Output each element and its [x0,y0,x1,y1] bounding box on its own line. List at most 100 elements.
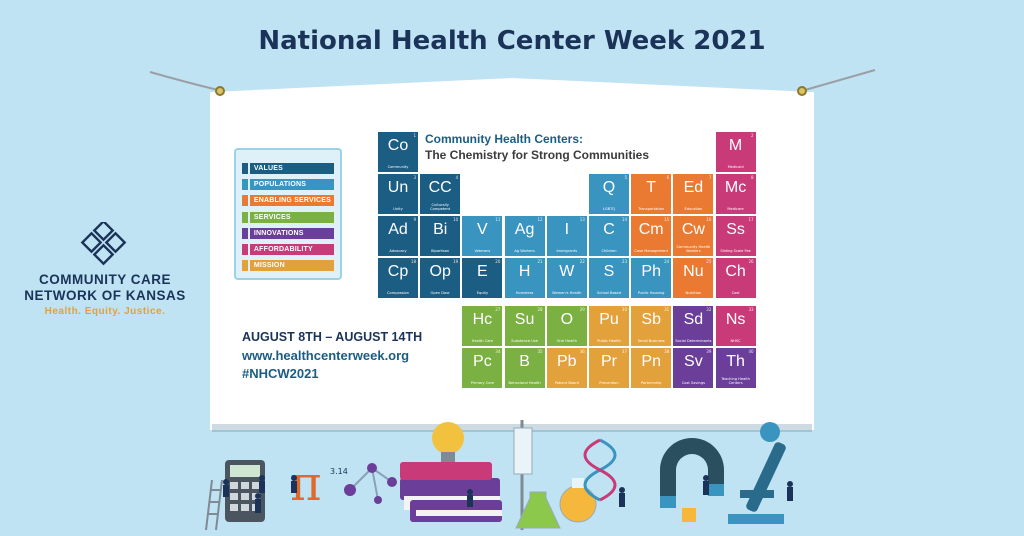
element-tile: 23 S School Based [589,258,629,298]
event-dates: AUGUST 8TH – AUGUST 14TH [242,330,423,344]
element-tile: 17 Ss Sliding Scale Fee [715,216,756,256]
element-number: 34 [495,349,501,355]
molecule-icon [344,463,397,504]
element-number: 15 [664,217,670,222]
element-symbol: Pn [641,353,661,371]
element-name: Partnership [640,381,662,386]
element-name: Advocacy [389,249,407,253]
legend-item: INNOVATIONS [242,225,334,241]
element-name: Unity [393,207,403,211]
element-tile: 35 B Behavioral Health [504,348,545,389]
element-name: Prevention [599,381,619,386]
element-name: Transportation [638,207,665,211]
element-number: 18 [410,259,416,264]
element-name: Veterans [474,249,491,253]
legend-label: VALUES [249,162,334,174]
legend-swatch [242,244,248,256]
element-symbol: V [477,221,488,238]
element-name: Oral Health [556,339,578,344]
legend-swatch [242,162,248,174]
element-symbol: Pr [601,353,617,371]
element-number: 33 [748,307,754,313]
legend-label: SERVICES [249,211,334,223]
element-number: 6 [666,175,670,180]
element-name: Bipartisan [431,249,450,253]
element-name: Sliding Scale Fee [720,249,751,253]
element-number: 24 [664,259,670,264]
element-number: 38 [664,349,670,355]
element-symbol: B [519,353,530,371]
element-tile: 34 Pc Primary Care [462,348,503,389]
table-title: Community Health Centers: [425,132,584,146]
element-number: 30 [621,307,627,313]
element-number: 14 [621,217,627,222]
element-name: School Based [596,291,622,295]
element-symbol: Nu [683,263,704,280]
element-name: Education [684,207,703,211]
element-name: Public Health [597,339,621,344]
element-symbol: T [646,179,657,196]
legend-item: POPULATIONS [242,176,334,192]
element-number: 16 [706,217,712,222]
legend-swatch [242,195,248,207]
element-symbol: Ed [683,179,704,196]
element-name: Nutrition [685,291,702,295]
element-tile: 31 Sb Small Business [631,306,672,347]
logo-name-line1: COMMUNITY CARE [38,272,171,287]
element-name: Cost [731,291,740,295]
element-tile: 5 Q LGBTQ [589,174,629,214]
element-symbol: Sv [684,353,703,371]
legend-swatch [242,260,248,272]
legend-swatch [242,211,248,223]
element-tile: 20 E Equity [462,258,503,298]
element-number: 32 [706,307,712,313]
element-tile: 13 I Immigrants [546,216,587,256]
element-tile: 18 Cp Compassion [378,258,418,298]
element-number: 9 [413,217,416,222]
event-url[interactable]: www.healthcenterweek.org [242,348,410,363]
element-symbol: CC [428,179,452,196]
element-symbol: Bi [433,221,448,238]
element-name: Cost Savings [681,381,705,386]
element-name: Primary Care [470,381,495,386]
element-name: Small Business [637,339,665,344]
element-symbol: Ph [641,263,661,280]
element-tile: 7 Ed Education [673,174,714,214]
element-tile: 15 Cm Case Management [631,216,672,256]
main-title: National Health Center Week 2021 [258,26,766,56]
legend-swatch [242,178,248,190]
element-number: 25 [706,259,712,264]
element-symbol: Co [387,137,409,154]
element-tile: 22 W Women's Health [546,258,587,298]
element-name: LGBTQ [602,207,616,211]
element-symbol: Th [726,353,745,371]
element-symbol: H [518,263,531,280]
element-symbol: Ad [388,221,408,238]
element-number: 2 [751,133,754,138]
element-tile: 24 Ph Public Housing [631,258,672,298]
element-number: 39 [706,349,712,355]
element-symbol: Cw [681,221,705,238]
element-tile: 6 T Transportation [631,174,672,214]
element-number: 28 [537,307,543,313]
element-number: 13 [579,217,585,222]
banner-grommet-right [797,86,807,96]
element-name: NHSC [730,339,741,344]
pi-value: 3.14 [330,467,348,476]
element-number: 31 [664,307,670,313]
element-name: Medicare [727,207,744,211]
element-tile: 26 Ch Cost [715,258,756,298]
element-tile: 28 Su Substance Use [504,306,545,347]
element-tile: 25 Nu Nutrition [673,258,714,298]
element-name: Community [387,165,409,169]
element-number: 19 [453,259,459,264]
light-bulb-icon [432,422,464,462]
element-symbol: Cm [638,221,664,238]
element-tile: 27 Hc Health Care [462,306,503,347]
element-name: Equity [476,291,489,295]
element-symbol: Pb [557,353,577,371]
element-symbol: C [603,221,615,238]
element-number: 23 [621,259,627,264]
element-number: 7 [708,175,712,180]
